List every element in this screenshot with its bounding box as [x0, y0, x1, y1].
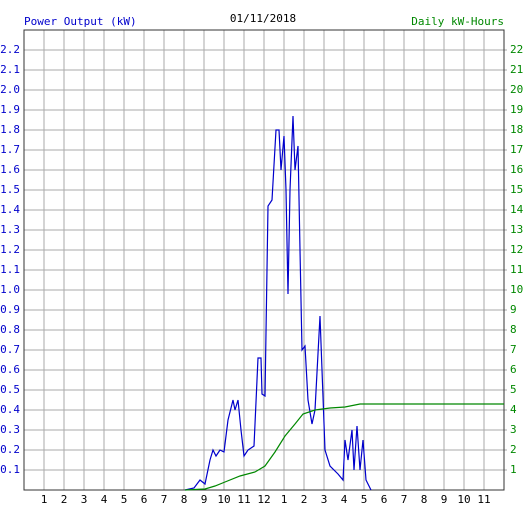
y2-tick-label: 7	[510, 343, 517, 356]
chart-title: 01/11/2018	[230, 12, 296, 25]
y2-tick-label: 2	[510, 443, 517, 456]
x-tick-label: 11	[237, 493, 250, 506]
y-tick-label: 0.7	[0, 343, 20, 356]
y-tick-label: 1.9	[0, 103, 20, 116]
x-tick-label: 4	[101, 493, 108, 506]
y-tick-label: 1.5	[0, 183, 20, 196]
y-tick-label: 0.2	[0, 443, 20, 456]
x-tick-label: 10	[217, 493, 230, 506]
series-line	[184, 115, 372, 491]
y2-tick-label: 14	[510, 203, 524, 216]
x-tick-label: 8	[421, 493, 428, 506]
y-tick-label: 1.6	[0, 163, 20, 176]
x-tick-label: 2	[61, 493, 68, 506]
y2-tick-label: 3	[510, 423, 517, 436]
series-line	[184, 403, 504, 491]
y2-tick-label: 21	[510, 63, 523, 76]
y2-tick-label: 17	[510, 143, 523, 156]
plot-border	[23, 29, 505, 491]
x-tick-label: 11	[477, 493, 490, 506]
y-tick-label: 1.2	[0, 243, 20, 256]
y2-tick-label: 4	[510, 403, 517, 416]
y-tick-label: 1.3	[0, 223, 20, 236]
y-tick-label: 1.7	[0, 143, 20, 156]
y2-tick-label: 22	[510, 43, 523, 56]
y-tick-label: 2.1	[0, 63, 20, 76]
y-tick-label: 1.4	[0, 203, 20, 216]
x-tick-label: 9	[201, 493, 208, 506]
y2-tick-label: 11	[510, 263, 523, 276]
x-tick-label: 1	[41, 493, 48, 506]
y-tick-label: 0.8	[0, 323, 20, 336]
y2-tick-label: 1	[510, 463, 517, 476]
x-tick-label: 4	[341, 493, 348, 506]
y-tick-label: 1.0	[0, 283, 20, 296]
y-tick-label: 1.8	[0, 123, 20, 136]
x-tick-label: 3	[321, 493, 328, 506]
x-tick-label: 1	[281, 493, 288, 506]
y2-tick-label: 12	[510, 243, 523, 256]
y2-tick-label: 5	[510, 383, 517, 396]
x-tick-label: 9	[441, 493, 448, 506]
x-tick-label: 8	[181, 493, 188, 506]
y2-tick-label: 20	[510, 83, 523, 96]
y2-tick-label: 15	[510, 183, 523, 196]
y-tick-label: 0.4	[0, 403, 20, 416]
x-tick-label: 5	[121, 493, 128, 506]
y2-tick-label: 18	[510, 123, 523, 136]
x-tick-label: 12	[257, 493, 270, 506]
y2-tick-label: 8	[510, 323, 517, 336]
x-tick-label: 6	[381, 493, 388, 506]
x-tick-label: 3	[81, 493, 88, 506]
y-axis-label: Power Output (kW)	[24, 15, 137, 28]
x-tick-label: 5	[361, 493, 368, 506]
x-tick-label: 10	[457, 493, 470, 506]
y-tick-label: 0.9	[0, 303, 20, 316]
y2-tick-label: 6	[510, 363, 517, 376]
x-tick-label: 2	[301, 493, 308, 506]
y-tick-label: 0.5	[0, 383, 20, 396]
y-tick-label: 0.6	[0, 363, 20, 376]
y2-tick-label: 10	[510, 283, 523, 296]
y2-tick-label: 9	[510, 303, 517, 316]
x-tick-label: 6	[141, 493, 148, 506]
y2-axis-label: Daily kW-Hours	[411, 15, 504, 28]
x-tick-label: 7	[161, 493, 168, 506]
y-tick-label: 0.3	[0, 423, 20, 436]
y2-tick-label: 19	[510, 103, 523, 116]
y2-tick-label: 16	[510, 163, 523, 176]
y-tick-label: 1.1	[0, 263, 20, 276]
y-tick-label: 2.0	[0, 83, 20, 96]
y-tick-label: 0.1	[0, 463, 20, 476]
x-tick-label: 7	[401, 493, 408, 506]
y-tick-label: 2.2	[0, 43, 20, 56]
y2-tick-label: 13	[510, 223, 523, 236]
